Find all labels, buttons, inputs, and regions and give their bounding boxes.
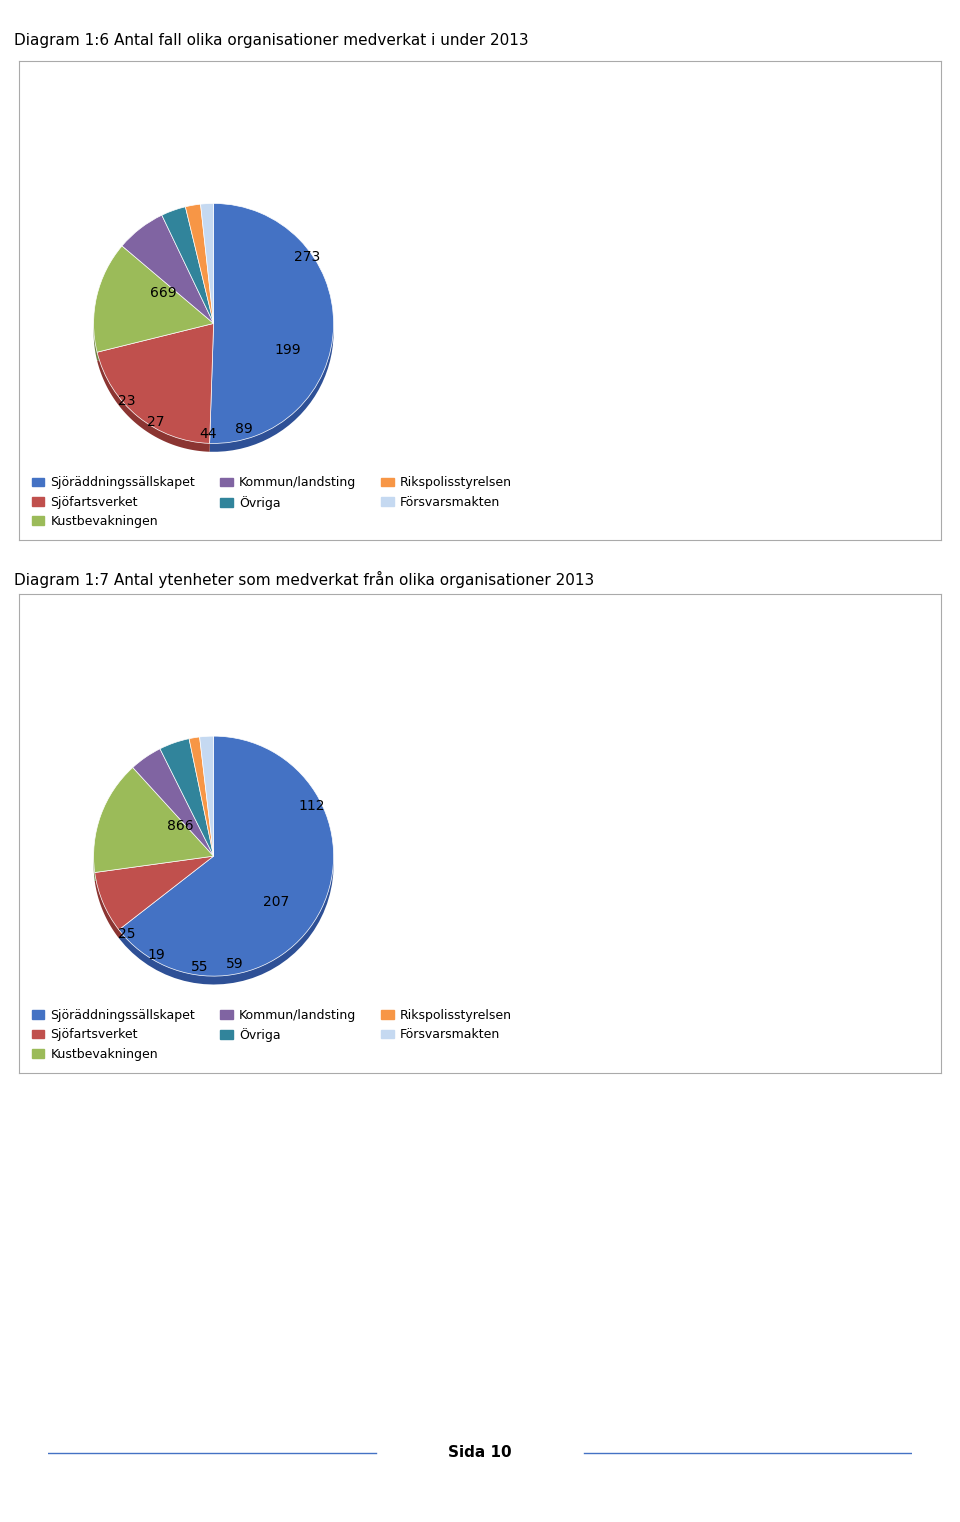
Polygon shape: [119, 744, 333, 985]
Polygon shape: [132, 756, 214, 864]
Polygon shape: [94, 254, 213, 361]
Polygon shape: [209, 212, 333, 452]
Text: 207: 207: [263, 895, 289, 909]
Text: 44: 44: [199, 426, 216, 441]
Wedge shape: [94, 767, 214, 872]
Polygon shape: [189, 746, 214, 864]
Text: 866: 866: [167, 819, 193, 833]
Text: 25: 25: [118, 927, 136, 941]
Legend: Sjöräddningssällskapet, Sjöfartsverket, Kustbevakningen, Kommun/landsting, Övrig: Sjöräddningssällskapet, Sjöfartsverket, …: [26, 470, 518, 534]
Wedge shape: [162, 207, 213, 324]
Polygon shape: [95, 864, 214, 938]
Wedge shape: [132, 749, 214, 857]
Text: Sida 10: Sida 10: [448, 1446, 512, 1460]
Polygon shape: [200, 744, 214, 864]
Text: 669: 669: [150, 286, 177, 300]
Wedge shape: [95, 857, 214, 930]
Polygon shape: [94, 776, 214, 881]
Wedge shape: [200, 737, 214, 857]
Text: Diagram 1:7 Antal ytenheter som medverkat från olika organisationer 2013: Diagram 1:7 Antal ytenheter som medverka…: [14, 571, 594, 587]
Text: 199: 199: [275, 342, 301, 356]
Text: 89: 89: [235, 422, 252, 435]
Text: 59: 59: [227, 957, 244, 971]
Wedge shape: [94, 247, 213, 352]
Polygon shape: [97, 332, 213, 452]
Polygon shape: [162, 215, 213, 332]
Wedge shape: [209, 204, 334, 443]
Wedge shape: [119, 737, 333, 976]
Text: 23: 23: [118, 394, 136, 408]
Wedge shape: [160, 738, 214, 857]
Wedge shape: [189, 737, 214, 857]
Polygon shape: [185, 213, 213, 332]
Legend: Sjöräddningssällskapet, Sjöfartsverket, Kustbevakningen, Kommun/landsting, Övrig: Sjöräddningssällskapet, Sjöfartsverket, …: [26, 1003, 518, 1067]
Text: 273: 273: [294, 251, 321, 265]
Wedge shape: [97, 324, 213, 443]
Polygon shape: [201, 212, 214, 332]
Text: 27: 27: [147, 416, 165, 429]
Text: 19: 19: [147, 948, 165, 962]
Text: 112: 112: [299, 799, 325, 813]
Wedge shape: [185, 204, 213, 324]
Polygon shape: [160, 747, 214, 864]
Wedge shape: [122, 215, 213, 324]
Text: 55: 55: [190, 959, 208, 974]
Wedge shape: [201, 204, 214, 324]
Text: Diagram 1:6 Antal fall olika organisationer medverkat i under 2013: Diagram 1:6 Antal fall olika organisatio…: [14, 33, 529, 49]
Polygon shape: [122, 224, 213, 332]
